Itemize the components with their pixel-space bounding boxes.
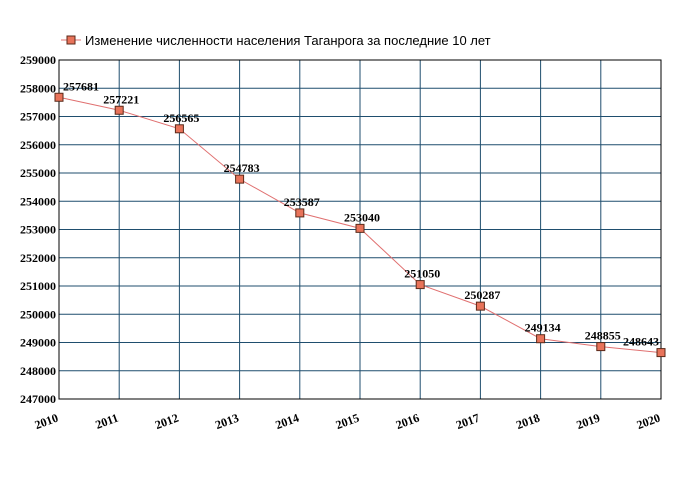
x-tick-label: 2012 <box>153 411 180 432</box>
y-tick-label: 256000 <box>20 138 56 152</box>
data-label: 257681 <box>63 79 99 93</box>
data-point-marker <box>114 105 124 115</box>
data-point-marker <box>656 348 666 358</box>
y-tick-label: 253000 <box>20 223 56 237</box>
y-tick-label: 252000 <box>20 251 56 265</box>
data-point-marker <box>174 124 184 134</box>
data-point-marker <box>54 92 64 102</box>
data-label: 249134 <box>525 321 561 335</box>
y-tick-label: 247000 <box>20 392 56 406</box>
x-tick-label: 2015 <box>334 411 361 432</box>
y-tick-label: 248000 <box>20 364 56 378</box>
legend-marker-swatch <box>66 35 76 45</box>
y-tick-label: 254000 <box>20 194 56 208</box>
data-labels: 257681 257221 256565 254783 253587 253040 2510… <box>63 79 659 348</box>
data-point-marker <box>415 280 425 290</box>
x-tick-label: 2011 <box>94 411 121 432</box>
y-tick-label: 249000 <box>20 336 56 350</box>
chart-legend: Изменение численности населения Таганрог… <box>61 33 491 48</box>
data-point-marker <box>235 174 245 184</box>
x-tick-label: 2018 <box>514 411 541 432</box>
y-tick-label: 251000 <box>20 279 56 293</box>
data-label: 251050 <box>404 267 440 281</box>
series-plot <box>54 92 666 358</box>
data-label: 248855 <box>585 329 621 343</box>
y-axis-tick-labels: 247000 248000 249000 250000 251000 252000 2530… <box>20 53 56 406</box>
x-tick-label: 2016 <box>394 411 421 432</box>
x-tick-label: 2020 <box>635 411 662 432</box>
data-label: 253040 <box>344 210 380 224</box>
data-point-marker <box>475 301 485 311</box>
y-tick-label: 250000 <box>20 307 56 321</box>
legend-series-name: Изменение численности населения Таганрог… <box>85 33 491 48</box>
data-point-marker <box>536 334 546 344</box>
x-axis-tick-labels: 2010 2011 2012 2013 2014 2015 2016 2017 2018 2019… <box>33 411 662 432</box>
data-label: 253587 <box>284 195 320 209</box>
data-label: 254783 <box>224 161 260 175</box>
x-tick-label: 2013 <box>213 411 240 432</box>
data-point-marker <box>295 208 305 218</box>
x-tick-label: 2014 <box>273 411 300 432</box>
y-tick-label: 257000 <box>20 110 56 124</box>
data-label: 250287 <box>464 288 500 302</box>
data-label: 257221 <box>103 92 139 106</box>
x-tick-label: 2010 <box>33 411 60 432</box>
x-tick-label: 2017 <box>454 411 481 432</box>
data-point-marker <box>355 223 365 233</box>
data-point-marker <box>596 342 606 352</box>
data-label: 248643 <box>623 335 659 349</box>
x-tick-label: 2019 <box>574 411 601 432</box>
plot-frame <box>58 59 662 400</box>
y-tick-label: 258000 <box>20 81 56 95</box>
data-label: 256565 <box>163 111 199 125</box>
y-tick-label: 259000 <box>20 53 56 67</box>
y-tick-label: 255000 <box>20 166 56 180</box>
